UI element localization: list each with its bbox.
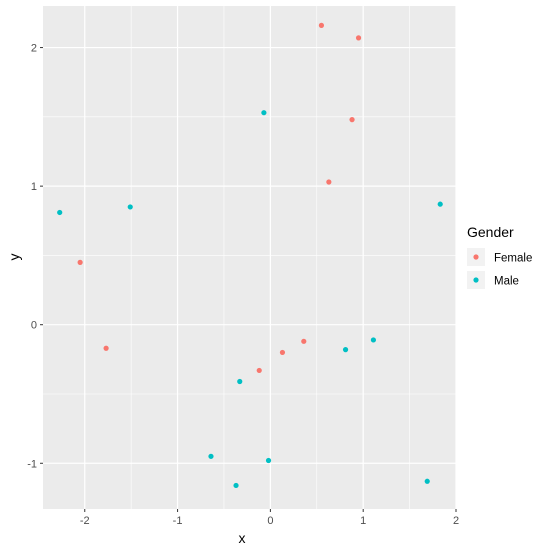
y-tick-label: -1 (27, 458, 37, 470)
point-male (424, 478, 430, 484)
point-female (301, 338, 307, 344)
y-tick-label: 2 (31, 43, 37, 55)
x-axis-ticks: -2 -1 0 1 2 (80, 509, 459, 527)
legend-marker-male (473, 277, 479, 283)
point-male (208, 453, 214, 459)
point-male (437, 201, 443, 207)
y-tick-label: 0 (31, 320, 37, 332)
point-female (318, 22, 325, 28)
point-male (265, 457, 272, 464)
plot-panel (43, 6, 456, 509)
legend-marker-female (473, 254, 479, 260)
x-tick-label: 2 (453, 515, 459, 527)
minor-gridlines (43, 6, 456, 509)
point-female (349, 117, 355, 123)
point-female (326, 179, 332, 185)
point-male (342, 347, 349, 353)
x-tick-label: 1 (360, 515, 366, 527)
point-male (57, 209, 63, 216)
point-female (256, 367, 262, 374)
x-tick-label: -2 (80, 515, 90, 527)
point-male (127, 204, 133, 210)
point-female (77, 259, 83, 265)
x-tick-label: 0 (267, 515, 273, 527)
point-male (370, 337, 376, 343)
y-axis-title: y (6, 254, 22, 261)
x-tick-label: -1 (173, 515, 183, 527)
point-female (103, 345, 109, 351)
y-axis-ticks: -1 0 1 2 (27, 43, 43, 470)
legend-title: Gender (467, 224, 514, 240)
point-female (279, 349, 286, 356)
data-points (57, 22, 443, 489)
point-male (233, 482, 239, 489)
x-axis-title: x (239, 530, 246, 546)
legend-label-male: Male (494, 276, 519, 288)
y-tick-label: 1 (31, 181, 37, 193)
major-gridlines (43, 6, 457, 509)
legend-label-female: Female (494, 253, 532, 265)
point-female (355, 35, 362, 41)
legend: Gender Female Male (467, 224, 532, 289)
point-male (237, 378, 243, 385)
point-male (261, 110, 267, 116)
